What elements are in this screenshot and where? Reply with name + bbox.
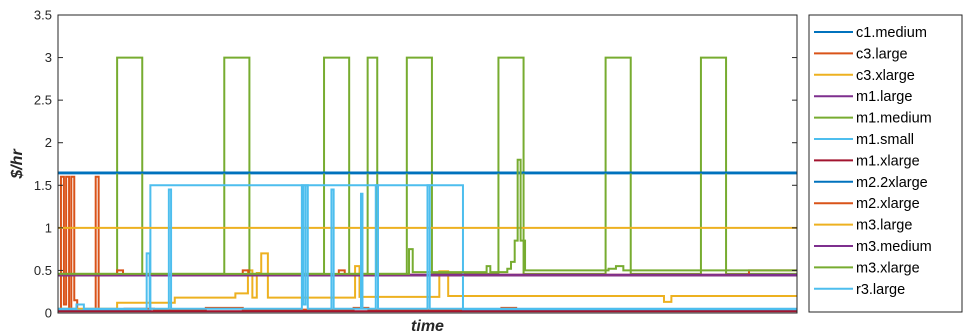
legend-label: m3.medium [856, 239, 932, 255]
legend-label: m1.large [856, 89, 912, 105]
y-axis-label: $/hr [9, 149, 26, 180]
series-line-r3-large [58, 184, 797, 310]
y-tick-label: 0.5 [34, 263, 52, 278]
series-group [58, 56, 797, 313]
x-axis-label: time [411, 318, 444, 335]
y-tick-label: 3 [45, 50, 52, 65]
legend-label: m1.small [856, 132, 914, 148]
legend-label: m3.large [856, 218, 912, 234]
y-tick-label: 1 [45, 220, 52, 235]
series-line-c3-xlarge [58, 252, 797, 310]
axes: 0 0.5 1 1.5 2 2.5 3 3.5 time $/hr [9, 8, 798, 335]
series-line-m3-xlarge [58, 158, 797, 275]
legend-label: c1.medium [856, 25, 927, 41]
legend-label: r3.large [856, 282, 905, 298]
legend-label: m3.xlarge [856, 260, 920, 276]
legend-label: m1.medium [856, 111, 932, 127]
plot-area [58, 15, 797, 313]
legend: c1.medium c3.large c3.xlarge m1.large m1.med… [808, 14, 963, 313]
legend-label: m1.xlarge [856, 153, 920, 169]
legend-label: c3.large [856, 46, 908, 62]
y-tick-label: 3.5 [34, 8, 52, 23]
legend-label: c3.xlarge [856, 68, 915, 84]
y-tick-label: 1.5 [34, 178, 52, 193]
y-tick-label: 2.5 [34, 93, 52, 108]
legend-label: m2.2xlarge [856, 175, 928, 191]
legend-box [808, 14, 963, 313]
legend-label: m2.xlarge [856, 196, 920, 212]
y-tick-label: 2 [45, 135, 52, 150]
y-tick-label: 0 [45, 306, 52, 321]
axes-box [57, 14, 798, 314]
